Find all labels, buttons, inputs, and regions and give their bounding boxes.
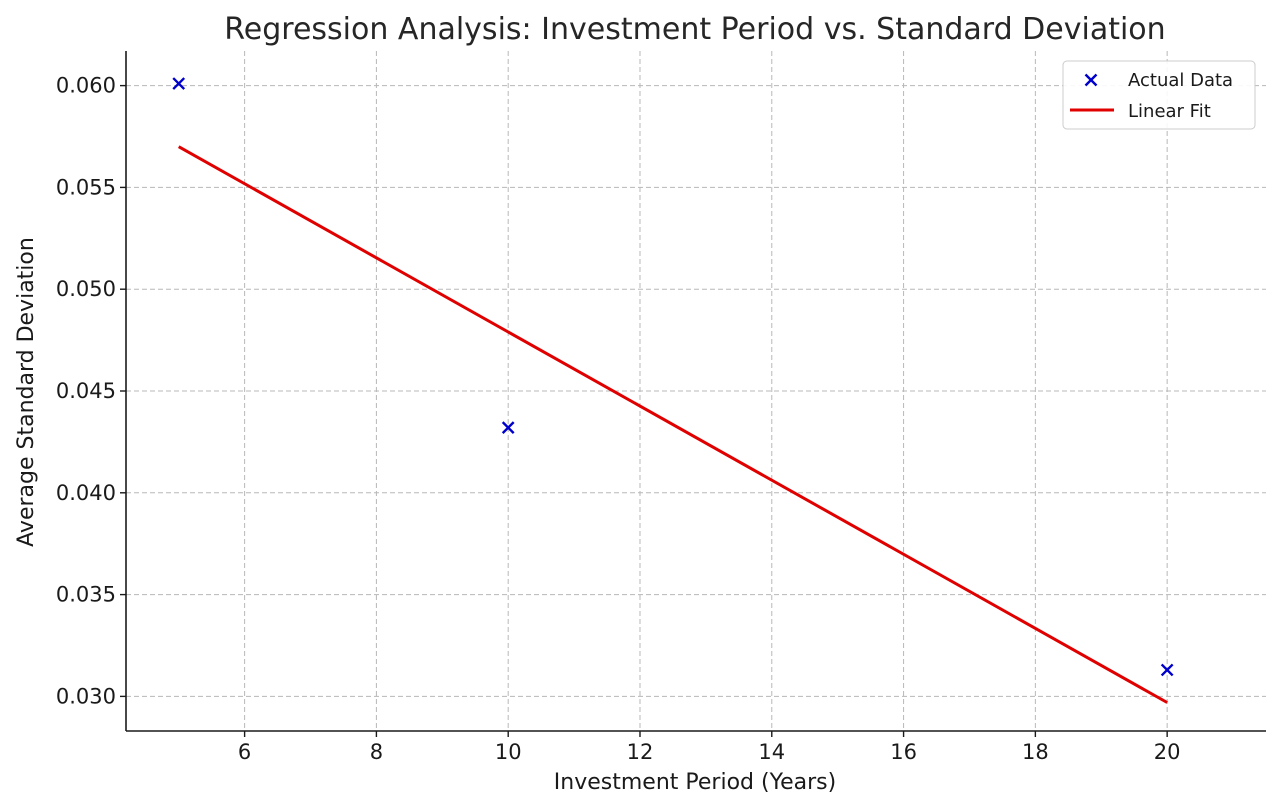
- data-point-marker: [1160, 663, 1174, 677]
- x-tick-label: 12: [627, 740, 654, 764]
- actual-data-series: [172, 77, 1174, 677]
- x-tick-label: 10: [495, 740, 522, 764]
- y-tick-label: 0.035: [56, 583, 116, 607]
- legend-entry-linear-fit: Linear Fit: [1070, 101, 1211, 122]
- y-tick-label: 0.050: [56, 277, 116, 301]
- legend-entry-actual-data: Actual Data: [1084, 70, 1233, 91]
- legend-label-linear-fit: Linear Fit: [1128, 101, 1211, 122]
- y-tick-label: 0.030: [56, 684, 116, 708]
- legend-scatter-marker: [1084, 73, 1098, 87]
- y-tick-label: 0.055: [56, 175, 116, 199]
- data-point-marker: [501, 421, 515, 434]
- axes: 6 8 10 12 14 16 18 20 0.030 0.035 0.040 0.045 0.050 0…: [56, 51, 1266, 764]
- y-tick-label: 0.040: [56, 481, 116, 505]
- legend: Actual Data Linear Fit: [1062, 60, 1256, 130]
- chart-title: Regression Analysis: Investment Period v…: [224, 12, 1165, 47]
- x-tick-label: 14: [758, 740, 785, 764]
- legend-label-actual-data: Actual Data: [1128, 70, 1233, 91]
- y-tick-label: 0.060: [56, 74, 116, 98]
- y-axis-label: Average Standard Deviation: [14, 237, 39, 547]
- x-axis-label: Investment Period (Years): [554, 770, 836, 795]
- x-tick-label: 6: [238, 740, 251, 764]
- x-tick-label: 16: [890, 740, 917, 764]
- x-tick-label: 18: [1022, 740, 1049, 764]
- x-tick-label: 20: [1154, 740, 1181, 764]
- y-tick-label: 0.045: [56, 379, 116, 403]
- grid: [126, 51, 1266, 731]
- linear-fit-series: [177, 145, 1168, 704]
- legend-box: [1062, 60, 1256, 130]
- x-tick-label: 8: [370, 740, 383, 764]
- data-point-marker: [172, 77, 186, 90]
- linear-fit-line: [177, 145, 1168, 704]
